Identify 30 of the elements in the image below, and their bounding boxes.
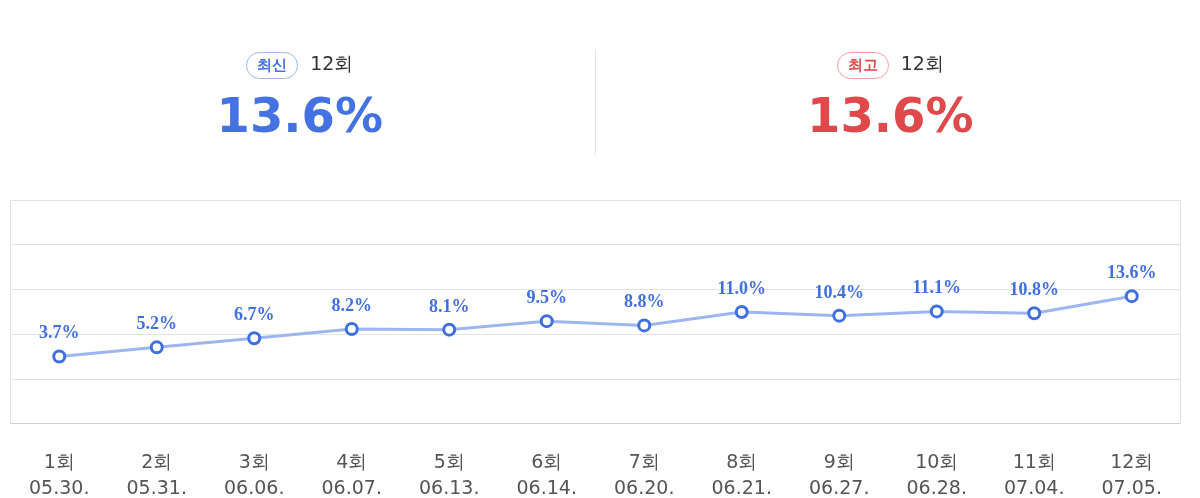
x-tick-label: 5회 06.13. [419,449,480,498]
text: 13.6% [806,86,975,146]
data-label: 8.1% [429,295,470,316]
x-tick-label: 9회 06.27. [809,449,870,498]
x-tick-label: 1회 05.30. [29,449,90,498]
x-tick-label: 6회 06.14. [516,449,577,498]
x-tick-label: 10회 06.28. [906,449,967,498]
data-label: 6.7% [234,304,275,325]
data-label: 8.8% [624,291,665,312]
data-label: 11.1% [912,277,962,298]
data-label: 10.4% [814,281,864,302]
data-label: 13.6% [1107,262,1157,283]
data-label: 9.5% [526,287,567,308]
data-label: 8.2% [331,295,372,316]
x-tick-label: 12회 07.05. [1101,449,1162,498]
x-tick-label: 2회 05.31. [126,449,187,498]
x-tick-label: 7회 06.20. [614,449,675,498]
x-tick-label: 4회 06.07. [321,449,382,498]
data-label: 10.8% [1009,279,1059,300]
x-tick-label: 3회 06.06. [224,449,285,498]
data-label: 5.2% [136,313,177,334]
text: 12회 [900,52,944,74]
x-tick-label: 11회 07.04. [1004,449,1065,498]
text: 12회 [310,52,354,74]
text: 최신 [246,52,299,80]
data-label: 3.7% [39,322,80,343]
text: 13.6% [215,86,384,146]
x-tick-label: 8회 06.21. [711,449,772,498]
data-label: 11.0% [717,278,767,298]
text: 최고 [836,52,889,80]
